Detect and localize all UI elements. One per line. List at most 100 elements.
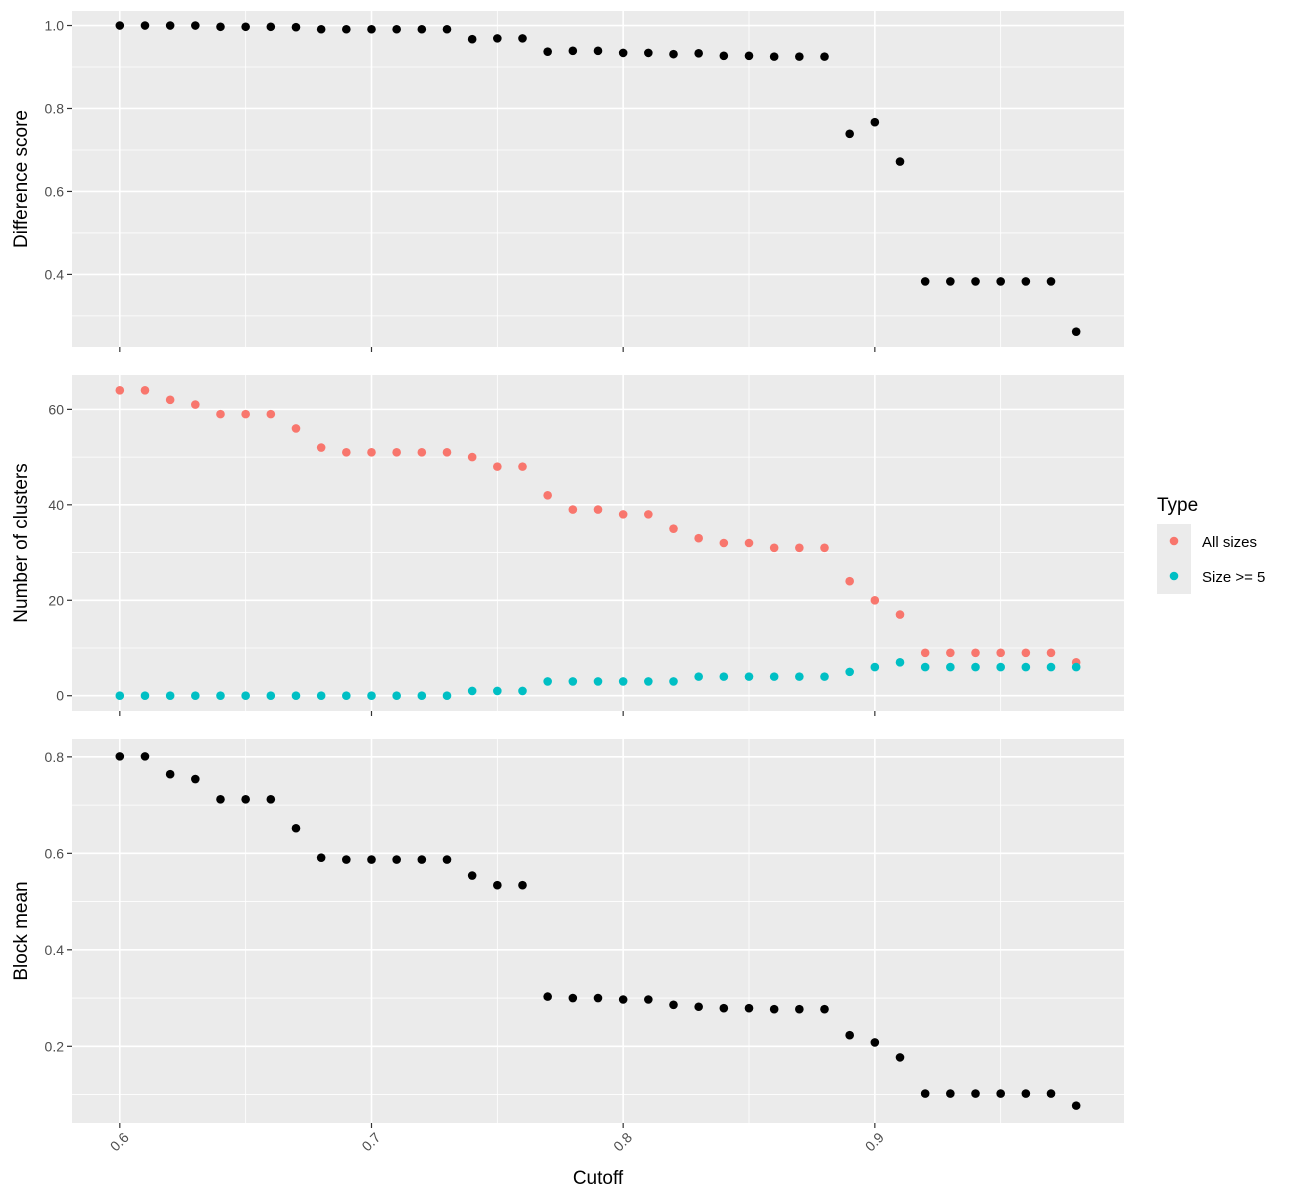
- data-point: [165, 395, 175, 405]
- data-point: [719, 538, 729, 548]
- data-point: [291, 823, 301, 833]
- data-point: [845, 576, 854, 586]
- data-point: [744, 1003, 754, 1013]
- data-point: [518, 880, 527, 890]
- data-point: [669, 49, 678, 59]
- data-point: [744, 51, 754, 61]
- panel-background: [72, 739, 1124, 1123]
- data-point: [719, 672, 729, 681]
- data-point: [316, 24, 326, 34]
- data-point: [669, 1000, 678, 1010]
- data-point: [946, 662, 955, 672]
- data-point: [1046, 648, 1056, 658]
- data-point: [971, 1089, 980, 1098]
- data-point: [920, 277, 930, 286]
- data-point: [694, 672, 703, 681]
- data-point: [115, 21, 125, 30]
- panel-difference-score: 0.4 0.6 0.8 1.0 Difference score: [11, 11, 1124, 352]
- data-point: [1021, 662, 1031, 672]
- data-point: [241, 795, 250, 804]
- data-point: [165, 769, 175, 779]
- panel-block-mean: 0.2 0.4 0.6 0.8 Block mean: [11, 739, 1124, 1128]
- data-point: [115, 752, 125, 761]
- data-point: [165, 21, 175, 30]
- data-point: [870, 1038, 880, 1047]
- data-point: [971, 648, 980, 658]
- data-point: [895, 658, 905, 667]
- data-point: [392, 448, 401, 457]
- y-tick-label: 0.4: [45, 266, 65, 282]
- data-point: [493, 34, 502, 43]
- data-point: [417, 24, 427, 34]
- y-tick-label: 0.6: [45, 183, 65, 199]
- data-point: [266, 691, 276, 701]
- data-point: [493, 686, 502, 696]
- data-point: [467, 34, 477, 44]
- data-point: [795, 1004, 804, 1014]
- data-point: [618, 677, 628, 686]
- data-point: [644, 995, 653, 1004]
- data-point: [392, 24, 401, 34]
- data-point: [845, 129, 854, 139]
- y-tick-label: 0.8: [45, 100, 65, 116]
- data-point: [920, 662, 930, 672]
- data-point: [870, 117, 880, 127]
- data-point: [191, 400, 200, 409]
- data-point: [367, 24, 376, 34]
- data-point: [392, 691, 401, 701]
- data-point: [644, 510, 653, 519]
- data-point: [1021, 1089, 1031, 1098]
- data-point: [367, 855, 376, 864]
- data-point: [946, 277, 955, 286]
- data-point: [342, 691, 351, 701]
- data-point: [895, 610, 905, 619]
- data-point: [795, 52, 804, 61]
- y-tick-label: 0: [56, 688, 64, 704]
- data-point: [669, 677, 678, 686]
- data-point: [241, 409, 250, 419]
- y-tick-label: 0.2: [45, 1038, 65, 1054]
- legend-key-all-sizes: [1169, 536, 1179, 546]
- x-tick-label: 0.9: [862, 1129, 887, 1154]
- data-point: [417, 448, 427, 457]
- data-point: [291, 22, 301, 32]
- data-point: [467, 452, 477, 462]
- data-point: [518, 686, 527, 696]
- data-point: [1071, 1101, 1081, 1110]
- data-point: [920, 1089, 930, 1098]
- data-point: [820, 52, 829, 61]
- y-tick-label: 0.4: [45, 942, 65, 958]
- data-point: [996, 662, 1005, 672]
- data-point: [241, 691, 250, 701]
- legend-key-size-5: [1169, 571, 1179, 581]
- data-point: [140, 691, 150, 701]
- data-point: [417, 691, 427, 701]
- data-point: [467, 871, 477, 880]
- data-point: [820, 543, 829, 553]
- data-point: [769, 1004, 779, 1014]
- data-point: [543, 47, 552, 56]
- y-tick-label: 60: [48, 401, 64, 417]
- panel-background: [72, 11, 1124, 347]
- data-point: [342, 855, 351, 864]
- data-point: [618, 995, 628, 1004]
- data-point: [644, 48, 653, 58]
- data-point: [820, 1004, 829, 1014]
- data-point: [845, 1030, 854, 1040]
- data-point: [870, 662, 880, 672]
- data-point: [845, 667, 854, 677]
- data-point: [191, 21, 200, 30]
- data-point: [115, 385, 125, 395]
- data-point: [996, 277, 1005, 286]
- data-point: [342, 448, 351, 457]
- series-all-sizes: [115, 385, 1081, 667]
- data-point: [417, 855, 427, 864]
- legend-label-size-5: Size >= 5: [1202, 569, 1265, 586]
- series-difference-score: [115, 21, 1081, 336]
- data-point: [694, 49, 703, 58]
- data-point: [820, 672, 829, 681]
- data-point: [568, 46, 578, 56]
- data-point: [543, 490, 552, 500]
- data-point: [266, 795, 276, 804]
